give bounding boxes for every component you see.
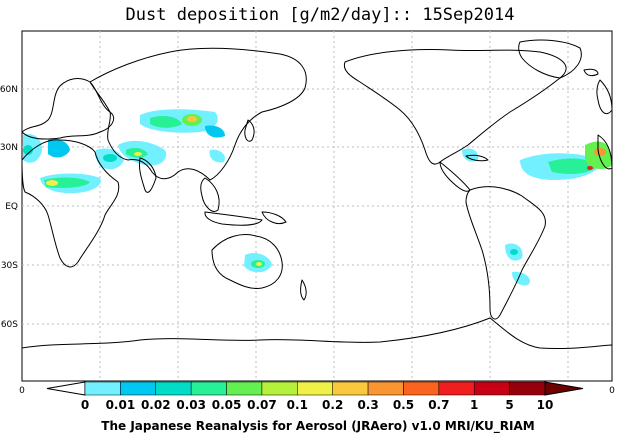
dust-area-northwest-africa-core — [23, 145, 33, 155]
colorbar-tick-label: 0.1 — [287, 398, 308, 412]
colorbar-swatch — [261, 381, 298, 396]
dust-area-tibet — [209, 149, 225, 163]
dust-area-south-america-core — [510, 249, 518, 255]
dust-area-sahara-core — [46, 180, 58, 186]
lat-label-30n: 30N — [0, 143, 18, 153]
coast-west-africa-edge — [597, 134, 613, 170]
colorbar-tick-label: 0.2 — [322, 398, 343, 412]
graticule — [22, 31, 612, 381]
colorbar-swatch — [297, 381, 333, 396]
map-panel: 60N 30N EQ 30S 60S 0 0 — [0, 30, 615, 396]
colorbar-swatch — [155, 381, 192, 396]
dust-area-atlantic-mid — [548, 158, 598, 174]
colorbar-tick-label: 10 — [537, 398, 554, 412]
dust-shading — [23, 109, 612, 286]
lat-label-60n: 60N — [0, 85, 18, 95]
coast-greenland — [518, 39, 582, 79]
coast-india — [139, 157, 157, 193]
lat-label-30s: 30S — [1, 261, 18, 271]
map-left-edge-label: 0 — [19, 386, 25, 396]
dust-area-gobi — [205, 125, 225, 138]
colorbar: 0 0.01 0.02 0.03 0.05 0.07 0.1 0.2 0.3 0.5 0.7 1 5 10 — [46, 381, 584, 412]
coast-iceland — [583, 68, 599, 77]
colorbar-swatch — [332, 381, 369, 396]
coast-new-guinea — [261, 211, 287, 225]
colorbar-swatch — [438, 381, 475, 396]
dust-area-east-atlantic-core — [594, 148, 606, 156]
colorbar-tick-label: 0 — [81, 398, 89, 412]
dust-area-arabia-core — [103, 154, 117, 162]
lat-label-equator: EQ — [5, 202, 18, 212]
coast-indonesia — [204, 211, 263, 226]
dust-area-central-asia-mid — [150, 116, 182, 128]
colorbar-tick-label: 0.5 — [393, 398, 414, 412]
dust-area-south-asia-core — [134, 152, 142, 156]
coast-north-america — [343, 49, 567, 165]
credit-line: The Japanese Reanalysis for Aerosol (JRA… — [101, 419, 534, 434]
colorbar-swatch — [403, 381, 440, 396]
colorbar-swatch — [120, 381, 157, 396]
dust-area-australia-core — [256, 262, 262, 266]
colorbar-tick-label: 0.3 — [357, 398, 378, 412]
coast-central-america — [439, 161, 471, 192]
dust-area-taklimakan-core — [187, 116, 197, 122]
colorbar-arrow-low — [46, 381, 86, 396]
colorbar-tick-label: 0.03 — [176, 398, 206, 412]
map-right-edge-label: 0 — [609, 386, 615, 396]
coast-south-america — [465, 186, 546, 320]
coast-west-europe — [596, 79, 613, 115]
map-title: Dust deposition [g/m2/day]:: 15Sep2014 — [126, 5, 515, 25]
colorbar-tick-label: 0.02 — [141, 398, 171, 412]
colorbar-tick-label: 0.07 — [247, 398, 277, 412]
coast-new-zealand — [300, 279, 307, 301]
dust-area-libya — [48, 139, 70, 158]
coast-europe — [21, 78, 115, 140]
coast-antarctica — [21, 317, 613, 382]
colorbar-swatch — [84, 381, 121, 396]
colorbar-tick-label: 0.01 — [106, 398, 136, 412]
coast-caribbean — [465, 154, 489, 162]
colorbar-tick-label: 5 — [505, 398, 513, 412]
lat-label-60s: 60S — [1, 320, 18, 330]
coastlines — [21, 39, 613, 382]
colorbar-tick-label: 0.7 — [428, 398, 449, 412]
colorbar-swatch — [190, 381, 227, 396]
coast-australia — [211, 234, 283, 289]
colorbar-swatch — [509, 381, 546, 396]
dust-area-east-atlantic-peak — [587, 166, 593, 170]
coast-africa — [21, 139, 120, 268]
colorbar-swatch — [226, 381, 263, 396]
colorbar-swatch — [367, 381, 404, 396]
coast-southeast-asia — [200, 177, 220, 212]
latitude-axis: 60N 30N EQ 30S 60S — [0, 85, 18, 330]
colorbar-tick-label: 1 — [470, 398, 478, 412]
colorbar-arrow-high — [544, 381, 584, 396]
colorbar-tick-label: 0.05 — [212, 398, 242, 412]
coast-asia — [89, 47, 307, 181]
coast-japan — [244, 119, 255, 142]
colorbar-swatch — [473, 381, 510, 396]
